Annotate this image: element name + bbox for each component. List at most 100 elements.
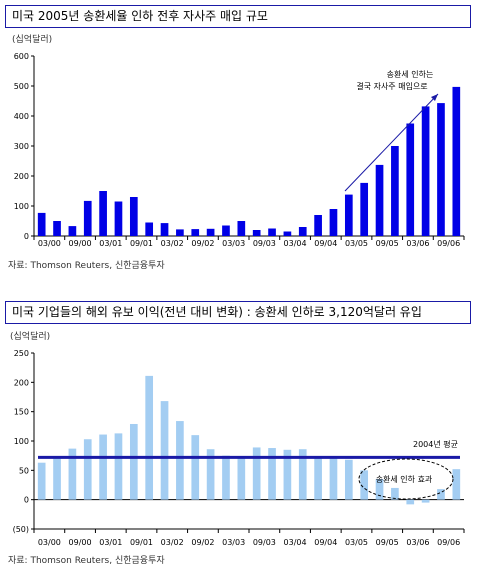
chart2-x-tick-label: 03/04 [284,538,307,547]
chart2-average-label: 2004년 평균 [413,439,458,449]
chart1-bar [452,86,461,237]
chart1-y-tick-label: 200 [14,172,29,181]
chart2-bar [237,456,246,500]
chart1-bar [237,221,246,236]
chart2-x-tick-label: 03/02 [161,538,184,547]
chart2-bar [160,401,169,500]
chart1-bar [145,222,154,236]
chart2-bar [452,469,461,500]
chart2-x-tick-label: 03/03 [222,538,245,547]
chart2-bar [222,455,230,500]
chart1-x-tick-label: 03/03 [222,239,245,248]
chart1-x-tick-label: 03/00 [38,239,61,248]
chart2-y-tick-label: 50 [19,466,29,475]
chart2-bar [99,434,107,500]
chart1-bar [268,228,276,236]
chart1-x-tick-label: 09/05 [376,239,399,248]
chart2-bar [114,433,123,500]
chart1-y-tick-label: 300 [14,142,29,151]
chart1-bar [391,146,399,236]
chart1-bar [129,197,138,236]
chart1-x-tick-label: 09/01 [130,239,153,248]
chart1-bar [375,164,384,236]
chart2-bar [37,462,46,500]
chart2-x-tick-label: 03/06 [406,538,429,547]
chart1-x-tick-label: 09/04 [314,239,337,248]
chart2-y-tick-label: 150 [14,408,29,417]
chart2-x-tick-label: 03/01 [99,538,122,547]
chart2-bar [206,449,215,500]
chart2-x-tick-label: 03/05 [345,538,368,547]
chart1-plot: 0 100 200 300 400 500 600 03/00 09/00 03/01 09/01 0… [14,52,465,248]
chart1-annotation-line2: 결국 자사주 매입으로 [356,81,427,91]
chart1-source: 자료: Thomson Reuters, 신한금융투자 [8,261,165,271]
chart1-bar [176,229,184,236]
chart1-bar [437,103,445,236]
chart2-bar [145,375,154,500]
chart2-bar [83,439,92,500]
chart1-bar [421,106,430,237]
chart2-x-tick-label: 09/06 [437,538,460,547]
chart2-bar [344,459,353,500]
chart1-annotation-line1: 송환세 인하는 [387,69,434,79]
chart1-bar [114,201,123,236]
chart2-x-tick-label: 03/00 [38,538,61,547]
chart1-x-tick-label: 03/01 [99,239,122,248]
chart2-y-tick-label: 250 [14,349,29,358]
chart1-y-tick-label: 400 [14,112,29,121]
chart1-bar [160,223,169,236]
chart1-y-tick-label: 0 [24,232,29,241]
chart2-bar [298,449,307,500]
chart1-bar [314,215,322,236]
chart1-bar [99,191,107,236]
chart2-bar [329,458,338,500]
chart1-title: 미국 2005년 송환세율 인하 전후 자사주 매입 규모 [5,5,471,28]
chart1-bar [37,212,46,236]
chart2-bar [360,470,369,500]
chart2-x-tick-label: 09/02 [191,538,214,547]
chart1-bar [83,200,92,236]
chart2-bar [176,421,184,500]
chart1-y-tick-label: 100 [14,202,29,211]
chart1-x-tick-label: 03/05 [345,239,368,248]
chart1-bar [406,123,415,236]
chart2-x-tick-label: 09/04 [314,538,337,547]
chart2-bar [53,458,61,500]
chart1-unit-label: (십억달러) [12,35,53,45]
chart1-arrow-head [431,94,438,101]
chart1-bar [360,182,369,236]
chart2-unit-label: (십억달러) [10,332,51,342]
chart2-bar [406,499,415,505]
chart1-bar [329,209,338,236]
chart2-bar [391,487,399,500]
chart1-x-tick-label: 03/02 [161,239,184,248]
chart2-x-tick-label: 09/01 [130,538,153,547]
chart1-x-tick-label: 09/02 [191,239,214,248]
chart1-bar [191,229,200,236]
chart1-bar [53,221,61,236]
chart2-y-tick-label: 100 [14,437,29,446]
chart1-bar [344,194,353,236]
chart1-x-tick-label: 03/06 [406,239,429,248]
chart2-y-tick-label: (50) [13,525,29,534]
chart1-x-tick-label: 03/04 [284,239,307,248]
chart2-bar [68,448,77,500]
chart1-x-tick-label: 09/00 [69,239,92,248]
chart2-y-tick-label: 200 [14,378,29,387]
chart2-effect-ellipse [358,458,454,500]
chart2-bar [375,479,384,500]
chart1-bar [283,231,292,236]
chart1-bar [298,227,307,236]
chart2-x-tick-label: 09/03 [253,538,276,547]
chart2-bar [421,499,430,503]
chart2-title: 미국 기업들의 해외 유보 이익(전년 대비 변화) : 송환세 인하로 3,1… [5,301,471,324]
chart2-bar [191,435,200,500]
chart1-x-tick-label: 09/03 [253,239,276,248]
chart2-bar [314,457,322,500]
chart2-bar [268,448,276,500]
chart2-effect-label: 송환세 인하 효과 [376,474,433,484]
chart1-y-tick-label: 600 [14,52,29,61]
chart2-bar [129,423,138,500]
chart2-bar [437,489,445,500]
